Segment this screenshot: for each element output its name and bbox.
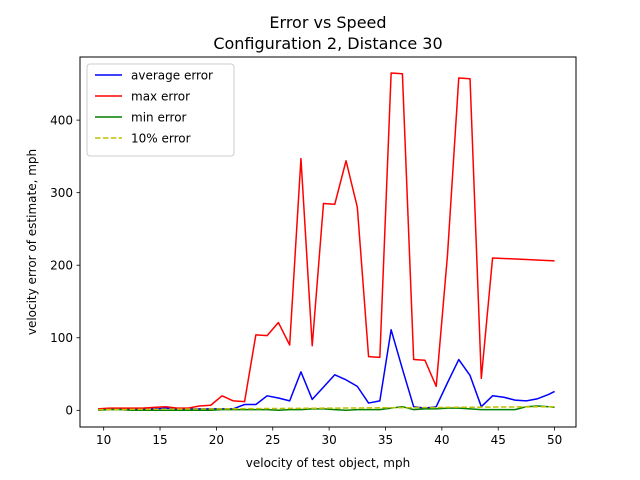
series-line-0 [98, 329, 555, 410]
series-line-2 [97, 405, 555, 412]
legend: average error max error min error 10% error [86, 63, 235, 157]
x-axis-label: velocity of test object, mph [246, 456, 410, 470]
x-tick-label: 35 [378, 433, 393, 447]
y-tick-label: 200 [50, 259, 73, 273]
x-tick-label: 45 [491, 433, 506, 447]
legend-label-0: average error [131, 68, 213, 82]
x-tick-label: 30 [321, 433, 336, 447]
x-tick-label: 20 [209, 433, 224, 447]
legend-label-1: max error [131, 89, 190, 103]
y-tick-label: 300 [50, 186, 73, 200]
x-tick-label: 10 [96, 433, 111, 447]
axes-frame [79, 56, 577, 428]
legend-box [86, 63, 235, 157]
y-tick-label: 0 [65, 404, 73, 418]
x-tick-label: 15 [152, 433, 167, 447]
plot-area [97, 72, 555, 412]
x-axis: 10 15 20 25 30 35 40 45 50 [96, 427, 562, 447]
y-axis-label: velocity error of estimate, mph [25, 149, 39, 335]
x-tick-label: 50 [547, 433, 562, 447]
x-tick-label: 40 [434, 433, 449, 447]
chart-subtitle: Configuration 2, Distance 30 [213, 34, 442, 53]
series-line-3 [98, 405, 555, 411]
y-tick-label: 400 [50, 113, 73, 127]
x-tick-label: 25 [265, 433, 280, 447]
chart-title: Error vs Speed [269, 13, 386, 32]
y-axis: 0 100 200 300 400 [50, 113, 80, 418]
y-tick-label: 100 [50, 331, 73, 345]
legend-label-2: min error [131, 110, 187, 124]
series-line-1 [97, 72, 555, 410]
legend-label-3: 10% error [131, 131, 191, 145]
